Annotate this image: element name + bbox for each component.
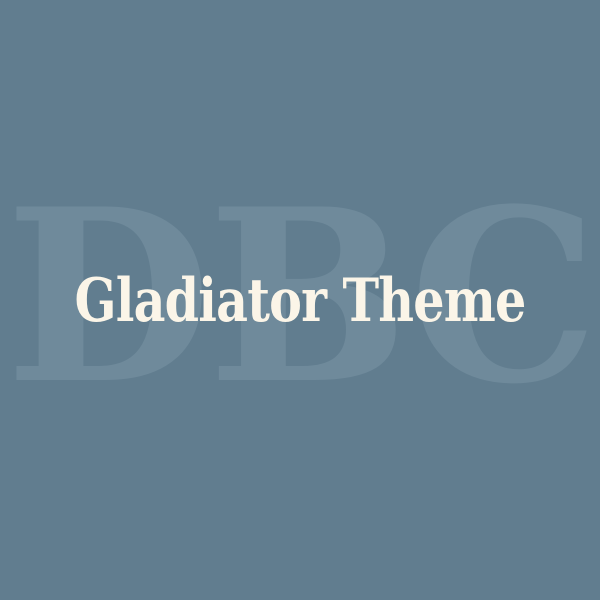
watermark-logo: DBC: [5, 158, 598, 437]
theme-title: Gladiator Theme: [74, 266, 527, 336]
